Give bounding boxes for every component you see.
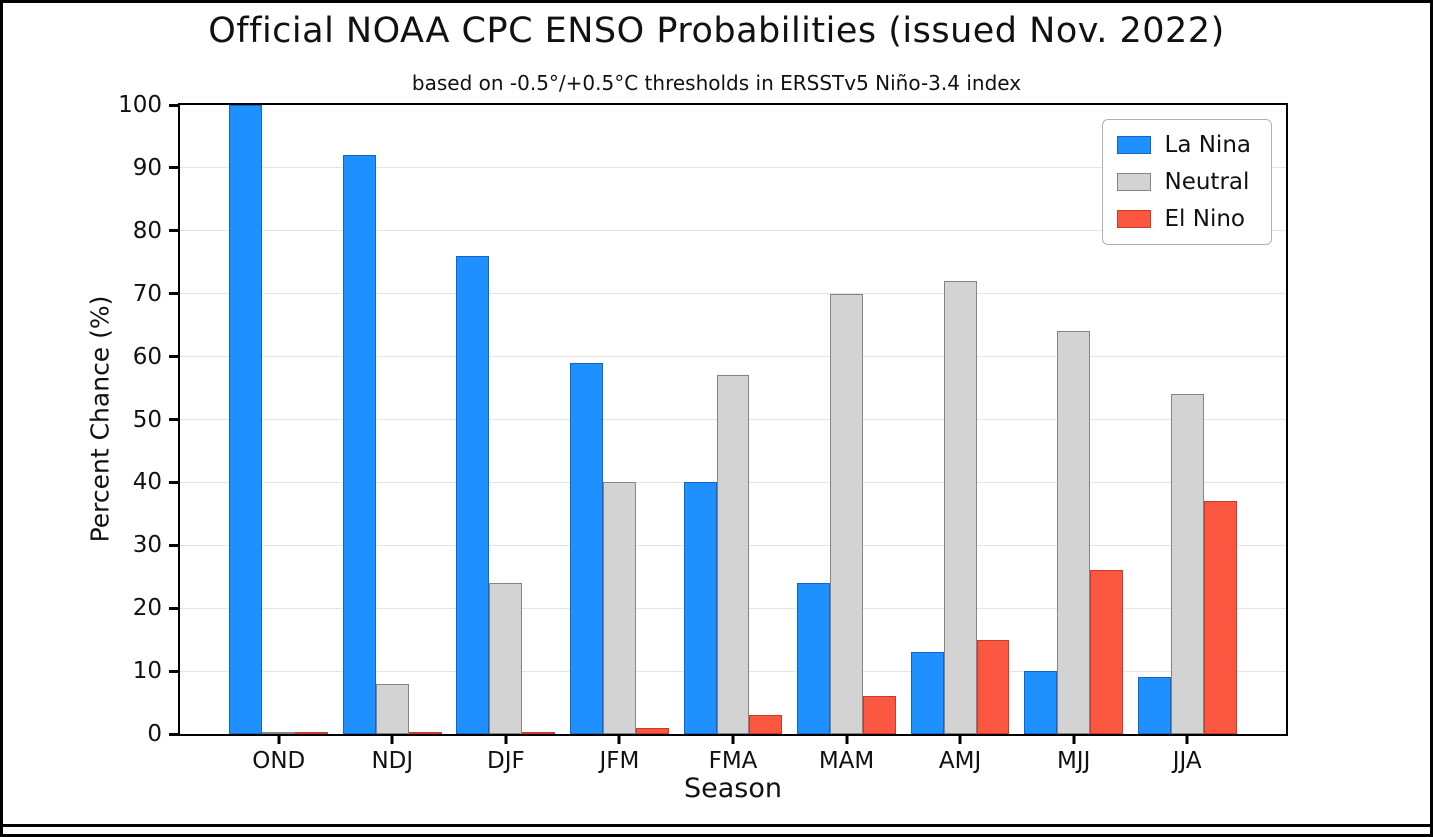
y-tick-label: 50	[132, 406, 162, 433]
bar-neutral-fma	[716, 375, 750, 734]
bar-el-nino-ond	[295, 732, 329, 734]
y-tick-mark	[169, 418, 178, 421]
x-axis-label: Season	[684, 773, 782, 804]
y-tick-label: 90	[132, 154, 162, 181]
y-tick-mark	[169, 606, 178, 610]
plot-area: La Nina Neutral El Nino 0 10 20 30 40 50 60 70 80 9…	[118, 92, 1288, 774]
chart-subtitle: based on -0.5°/+0.5°C thresholds in ERSS…	[411, 71, 1022, 95]
legend-item: La Nina	[1116, 132, 1252, 158]
bar-neutral-amj	[943, 281, 977, 734]
legend-item: Neutral	[1116, 169, 1252, 195]
gridline	[180, 167, 1286, 169]
bar-neutral-jja	[1170, 394, 1204, 734]
bar-neutral-mam	[830, 293, 863, 734]
y-axis-label: Percent Chance (%)	[85, 295, 115, 543]
y-tick-mark	[169, 229, 178, 233]
bar-la-nina-jja	[1137, 677, 1171, 734]
y-tick-label: 70	[132, 280, 162, 307]
chart-title: Official NOAA CPC ENSO Probabilities (is…	[208, 11, 1225, 51]
x-tick-mark	[731, 736, 735, 744]
x-tick-label: FMA	[708, 748, 758, 774]
bar-la-nina-mjj	[1024, 671, 1058, 734]
y-tick-mark	[169, 103, 178, 107]
legend-label: Neutral	[1164, 169, 1250, 195]
x-tick-mark	[958, 736, 962, 744]
y-tick-label: 40	[132, 469, 162, 496]
x-tick-mark	[390, 736, 394, 744]
y-tick-mark	[169, 292, 178, 296]
bar-la-nina-amj	[910, 652, 944, 734]
bar-el-nino-jja	[1203, 501, 1237, 734]
bar-la-nina-jfm	[570, 362, 603, 734]
bar-la-nina-ond	[229, 105, 263, 734]
bar-el-nino-amj	[976, 639, 1010, 734]
bar-el-nino-djf	[522, 732, 556, 734]
x-tick-mark	[504, 736, 508, 744]
bar-la-nina-ndj	[342, 155, 376, 734]
x-tick-mark	[1072, 736, 1076, 744]
legend-item: El Nino	[1116, 206, 1252, 232]
y-tick-mark	[169, 355, 178, 359]
x-tick-label: AMJ	[938, 748, 982, 774]
y-tick-label: 80	[132, 217, 162, 244]
x-tick-label: JJA	[1172, 748, 1202, 774]
y-tick-label: 20	[132, 595, 162, 622]
x-tick-label: NDJ	[371, 748, 414, 774]
bar-la-nina-fma	[683, 482, 717, 734]
legend-label: El Nino	[1164, 206, 1245, 232]
x-tick-label: JFM	[599, 748, 640, 774]
y-tick-label: 60	[132, 343, 162, 370]
y-tick-label: 100	[118, 92, 162, 118]
bar-el-nino-mam	[863, 696, 896, 734]
bar-el-nino-jfm	[635, 727, 669, 734]
y-tick-mark	[169, 732, 178, 736]
y-tick-label: 10	[132, 658, 162, 685]
x-tick-mark	[277, 736, 281, 744]
bar-la-nina-mam	[797, 583, 831, 734]
gridline	[180, 293, 1286, 295]
bar-el-nino-fma	[749, 715, 783, 734]
bar-el-nino-mjj	[1090, 570, 1124, 734]
bars-layer	[180, 105, 1286, 734]
gridline	[180, 356, 1286, 358]
y-tick-mark	[169, 669, 178, 673]
legend: La Nina Neutral El Nino	[1101, 119, 1272, 245]
y-tick-label: 0	[147, 721, 162, 747]
bar-neutral-mjj	[1057, 331, 1091, 734]
x-tick-mark	[845, 736, 849, 744]
bar-la-nina-djf	[456, 255, 490, 734]
bottom-divider	[3, 824, 1430, 827]
legend-swatch	[1116, 210, 1151, 228]
bar-neutral-jfm	[602, 482, 636, 734]
y-tick-mark	[169, 480, 178, 484]
legend-swatch	[1116, 136, 1151, 154]
y-tick-mark	[169, 543, 178, 547]
gridline	[180, 230, 1286, 232]
y-tick-mark	[169, 166, 178, 170]
y-tick-label: 30	[132, 532, 162, 559]
legend-label: La Nina	[1164, 132, 1252, 158]
bar-el-nino-ndj	[408, 732, 442, 734]
x-tick-mark	[1185, 736, 1189, 744]
x-tick-label: OND	[252, 748, 306, 774]
x-tick-label: MAM	[818, 748, 875, 774]
x-tick-label: DJF	[487, 748, 525, 774]
bar-neutral-ndj	[375, 683, 409, 734]
legend-swatch	[1116, 173, 1151, 191]
x-tick-mark	[617, 736, 621, 744]
bar-neutral-ond	[262, 732, 296, 734]
x-tick-label: MJJ	[1056, 748, 1091, 774]
bar-neutral-djf	[489, 583, 523, 734]
